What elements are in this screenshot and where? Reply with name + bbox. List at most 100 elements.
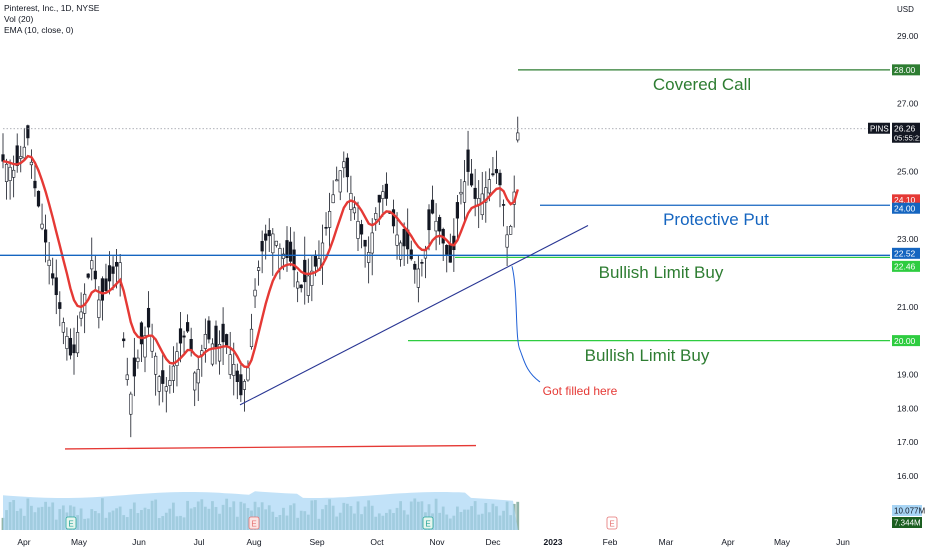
time-tick-label: Apr — [721, 537, 734, 547]
candle-body — [214, 325, 218, 348]
legend-symbol[interactable]: Pinterest, Inc., 1D, NYSE — [4, 3, 100, 13]
candle-body — [107, 265, 112, 282]
candle-body — [68, 337, 73, 356]
candle-body — [501, 204, 506, 206]
earnings-marker: E — [248, 516, 260, 530]
legend-volume[interactable]: Vol (20) — [4, 14, 34, 24]
candle-body — [182, 335, 186, 338]
time-tick-label: Jun — [132, 537, 146, 547]
price-tick-label: 19.00 — [897, 369, 919, 379]
candle-body — [327, 211, 332, 228]
candle-body — [473, 187, 477, 199]
time-tick-label: Dec — [485, 537, 501, 547]
legend-ema[interactable]: EMA (10, close, 0) — [4, 25, 74, 35]
candle-body — [65, 336, 69, 349]
candle-body — [299, 284, 303, 289]
candle-body — [264, 233, 268, 241]
candle-body — [256, 267, 261, 271]
candle-body — [395, 234, 399, 246]
chart-legend: Pinterest, Inc., 1D, NYSE Vol (20) EMA (… — [4, 3, 99, 36]
candle-body — [335, 179, 339, 182]
candle-body — [4, 163, 9, 182]
candle-body — [115, 261, 119, 267]
price-tick-label: 18.00 — [897, 403, 919, 413]
candle-body — [136, 357, 140, 362]
candle-body — [239, 374, 243, 396]
candle-body — [168, 380, 172, 386]
candle-body — [420, 262, 424, 264]
candle-body — [466, 149, 470, 172]
candle-body — [271, 233, 275, 254]
candle-body — [22, 146, 26, 159]
candle-body — [72, 344, 76, 354]
earnings-letter: E — [609, 520, 614, 529]
candle-body — [100, 278, 104, 301]
candle-body — [367, 252, 371, 263]
time-tick-label: May — [774, 537, 791, 547]
time-tick-label: Mar — [659, 537, 674, 547]
candle-body — [33, 180, 37, 189]
earnings-box — [248, 516, 260, 530]
candle-body — [125, 374, 129, 380]
protective-put-badge-a: 24.10 — [892, 194, 920, 206]
symbol-bg — [868, 122, 890, 134]
candle-body — [90, 260, 94, 270]
time-tick-label: May — [71, 537, 88, 547]
candle-body — [416, 268, 420, 288]
candle-body — [228, 354, 232, 375]
candle-body — [374, 213, 378, 220]
filled-arrow-line — [511, 266, 541, 383]
candle-body — [186, 322, 190, 332]
candle-body — [122, 338, 126, 342]
symbol-text: PINS — [870, 125, 889, 134]
candle-body — [164, 386, 168, 392]
candle-body — [438, 217, 442, 232]
candle-body — [12, 169, 16, 178]
candle-body — [143, 335, 147, 358]
badge-text: 22.52 — [894, 249, 916, 259]
badge-text: 24.00 — [894, 204, 916, 214]
axis-layer: USD 29.00 27.00 25.00 23.00 21.00 19.00 18.00 17… — [17, 5, 925, 547]
time-tick-label: Apr — [17, 537, 30, 547]
price-tick-label: 17.00 — [897, 437, 919, 447]
price-tick-label: 16.00 — [897, 471, 919, 481]
candle-body — [242, 381, 247, 390]
candle-body — [413, 263, 417, 270]
badge-bg — [892, 202, 920, 214]
candle-body — [281, 253, 286, 259]
price-tick-label: 23.00 — [897, 234, 919, 244]
candle-body — [193, 372, 197, 391]
ema-line — [2, 154, 519, 369]
candle-body — [409, 249, 413, 260]
candle-body — [93, 270, 97, 280]
time-tick-label: 2023 — [544, 537, 563, 547]
price-tick-label: 21.00 — [897, 302, 919, 312]
candle-body — [377, 194, 381, 203]
badge-bg — [892, 335, 920, 347]
candle-body — [225, 334, 229, 346]
candle-body — [97, 299, 101, 318]
candle-body — [171, 365, 176, 381]
vol-badge-a: 10.077M — [894, 507, 925, 516]
volume-layer — [1, 491, 520, 530]
candle-body — [253, 289, 257, 297]
candle-body — [207, 320, 211, 340]
candle-body — [313, 254, 318, 267]
candle-body — [359, 224, 364, 235]
volume-bar — [516, 501, 520, 530]
candle-body — [36, 190, 41, 207]
time-tick-label: Feb — [603, 537, 618, 547]
candle-body — [274, 240, 278, 246]
countdown-text: 05:55:21 — [894, 134, 923, 143]
badge-bg — [892, 64, 920, 76]
candle-body — [43, 229, 48, 243]
time-tick-label: Sep — [309, 537, 324, 547]
time-tick-label: Jul — [194, 537, 205, 547]
candle-body — [47, 259, 51, 267]
badge-text: 28.00 — [894, 65, 916, 75]
earnings-marker: E — [65, 516, 77, 530]
candle-body — [391, 209, 396, 227]
candle-body — [288, 241, 293, 262]
